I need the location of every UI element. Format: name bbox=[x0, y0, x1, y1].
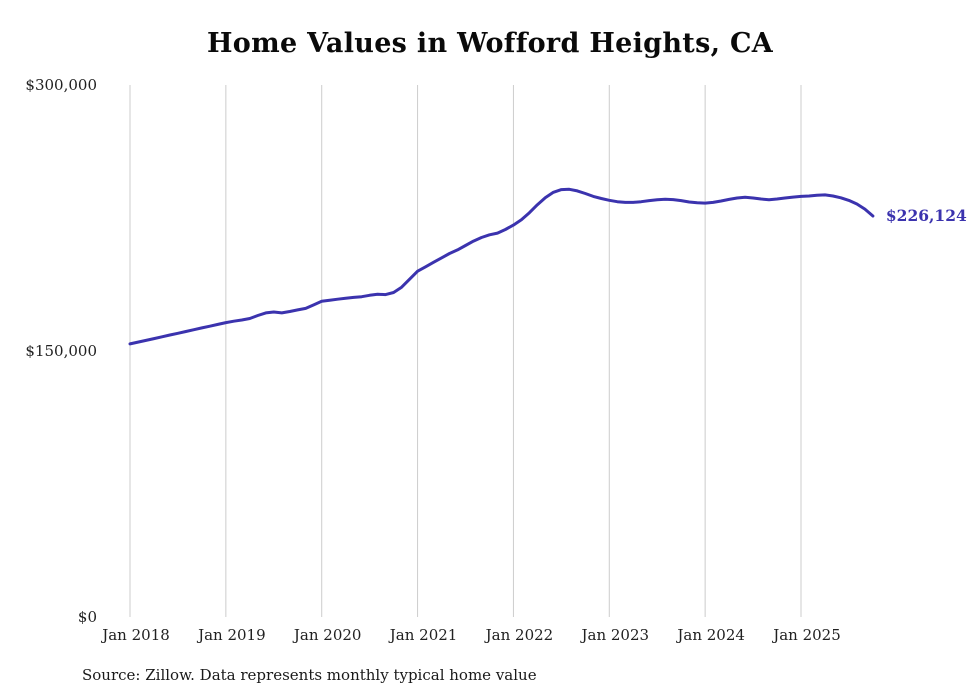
x-tick-label: Jan 2019 bbox=[196, 626, 266, 644]
y-tick-label: $300,000 bbox=[25, 76, 97, 94]
end-value-label: $226,124 bbox=[886, 206, 967, 225]
x-tick-label: Jan 2023 bbox=[580, 626, 650, 644]
home-value-line bbox=[128, 187, 875, 346]
x-tick-label: Jan 2024 bbox=[675, 626, 745, 644]
chart-title: Home Values in Wofford Heights, CA bbox=[206, 28, 774, 59]
x-tick-label: Jan 2020 bbox=[292, 626, 362, 644]
source-note: Source: Zillow. Data represents monthly … bbox=[82, 666, 537, 684]
x-tick-label: Jan 2021 bbox=[388, 626, 458, 644]
x-tick-label: Jan 2018 bbox=[100, 626, 170, 644]
y-tick-label: $0 bbox=[78, 608, 97, 626]
y-tick-label: $150,000 bbox=[25, 342, 97, 360]
x-tick-label: Jan 2025 bbox=[771, 626, 841, 644]
x-tick-label: Jan 2022 bbox=[484, 626, 554, 644]
